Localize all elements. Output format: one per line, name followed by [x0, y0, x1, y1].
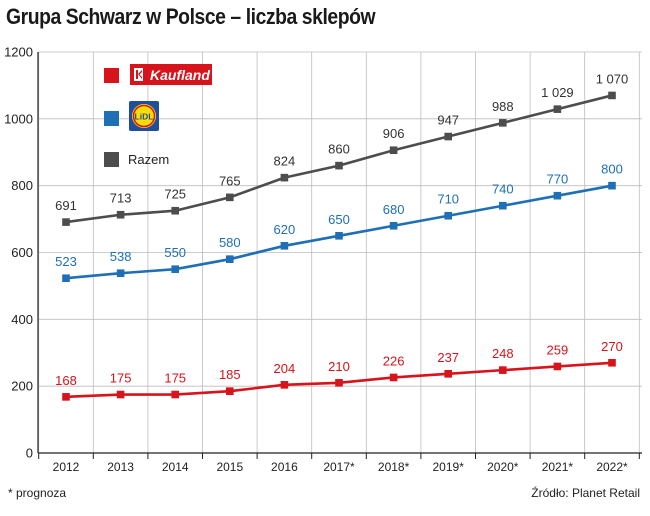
data-label-lidl: 740 [492, 182, 514, 197]
data-point-lidl [280, 242, 289, 250]
x-tick-label: 2012 [53, 460, 80, 474]
source-note: Źródło: Planet Retail [531, 486, 640, 500]
legend-label-razem: Razem [128, 152, 169, 167]
data-point-lidl [444, 211, 452, 220]
data-point-kaufland [499, 366, 507, 374]
data-point-kaufland [608, 358, 616, 367]
y-tick-label: 1200 [4, 45, 33, 60]
data-point-razem [335, 161, 343, 170]
data-label-kaufland: 175 [164, 371, 186, 386]
legend-swatch-razem [104, 152, 119, 167]
data-point-razem [608, 91, 616, 100]
kaufland-logo-text: Kaufland [150, 67, 210, 83]
data-point-kaufland [335, 379, 343, 387]
y-tick-label: 0 [26, 446, 33, 461]
data-label-lidl: 770 [547, 172, 569, 187]
x-tick-label: 2013 [107, 460, 134, 474]
x-tick-label: 2018* [378, 460, 410, 474]
data-label-kaufland: 168 [55, 373, 77, 388]
chart-title: Grupa Schwarz w Polsce – liczba sklepów [6, 4, 376, 29]
data-point-lidl [226, 255, 234, 263]
legend-swatch-kaufland [104, 68, 119, 83]
series-group: 691 713 725 765 824 860 906 947 988 1 029 1 070 523… [55, 71, 629, 401]
data-label-kaufland: 204 [274, 361, 296, 376]
data-label-kaufland: 237 [437, 350, 459, 365]
data-label-kaufland: 175 [110, 371, 132, 386]
x-tick-label: 2019* [433, 460, 465, 474]
lidl-logo-icon: LiDL [129, 101, 159, 131]
data-label-razem: 824 [274, 154, 296, 169]
data-point-kaufland [226, 387, 234, 395]
lidl-logo-text: LiDL [135, 112, 154, 122]
data-label-lidl: 620 [274, 222, 296, 237]
x-tick-label: 2021* [542, 460, 574, 474]
data-point-lidl [335, 231, 343, 240]
data-point-lidl [608, 181, 616, 190]
data-label-kaufland: 270 [601, 339, 623, 354]
y-tick-label: 800 [11, 178, 33, 193]
x-tick-label: 2020* [487, 460, 519, 474]
data-label-kaufland: 248 [492, 346, 514, 361]
legend: Kaufland LiDL Razem [104, 64, 212, 167]
data-label-lidl: 550 [164, 245, 186, 260]
data-label-kaufland: 185 [219, 367, 241, 382]
data-label-lidl: 680 [383, 202, 405, 217]
footnote: * prognoza [8, 486, 67, 500]
data-point-kaufland [116, 390, 125, 399]
data-point-lidl [499, 201, 507, 210]
data-label-lidl: 710 [437, 192, 459, 207]
x-tick-label: 2015 [216, 460, 243, 474]
data-label-razem: 725 [164, 187, 186, 202]
data-point-lidl [116, 269, 125, 278]
data-label-razem: 906 [383, 126, 405, 141]
y-tick-label: 1000 [4, 111, 33, 126]
data-point-razem [226, 193, 234, 202]
data-label-razem: 988 [492, 99, 514, 114]
data-label-lidl: 523 [55, 254, 77, 269]
data-label-razem: 860 [328, 142, 350, 157]
data-point-razem [116, 210, 125, 219]
data-point-kaufland [62, 393, 70, 401]
legend-swatch-lidl [104, 111, 119, 126]
data-point-razem [171, 206, 179, 215]
data-label-lidl: 650 [328, 212, 350, 227]
data-label-razem: 947 [437, 113, 459, 128]
data-point-kaufland [171, 390, 179, 399]
data-label-lidl: 800 [601, 162, 623, 177]
data-point-kaufland [444, 370, 452, 378]
data-point-razem [62, 218, 70, 226]
data-point-razem [444, 132, 452, 141]
data-label-razem: 691 [55, 198, 77, 213]
x-tick-label: 2017* [323, 460, 355, 474]
data-label-kaufland: 210 [328, 359, 350, 374]
data-point-razem [280, 173, 289, 182]
axes: 0 200 400 600 800 1000 1200 2012 2013 2014 2015 201… [4, 45, 642, 474]
data-point-razem [553, 105, 562, 113]
x-tick-label: 2016 [271, 460, 298, 474]
data-label-lidl: 538 [110, 249, 132, 264]
data-point-kaufland [389, 373, 398, 382]
data-point-razem [499, 119, 507, 127]
data-label-razem: 713 [110, 191, 132, 206]
x-tick-label: 2022* [596, 460, 628, 474]
data-point-kaufland [280, 381, 289, 389]
x-tick-label: 2014 [162, 460, 189, 474]
y-tick-label: 600 [11, 245, 33, 260]
data-point-lidl [62, 274, 70, 283]
data-label-kaufland: 226 [383, 353, 405, 368]
data-label-lidl: 580 [219, 235, 241, 250]
data-point-lidl [389, 221, 398, 230]
data-label-razem: 1 070 [596, 71, 629, 86]
data-point-kaufland [553, 362, 562, 371]
data-label-kaufland: 259 [547, 342, 569, 357]
y-tick-label: 200 [11, 379, 33, 394]
data-point-razem [389, 146, 398, 155]
data-point-lidl [553, 191, 562, 200]
kaufland-logo-icon: Kaufland [130, 64, 212, 85]
data-label-razem: 1 029 [541, 85, 574, 100]
data-label-razem: 765 [219, 173, 241, 188]
data-point-lidl [171, 265, 179, 274]
y-tick-label: 400 [11, 312, 33, 327]
